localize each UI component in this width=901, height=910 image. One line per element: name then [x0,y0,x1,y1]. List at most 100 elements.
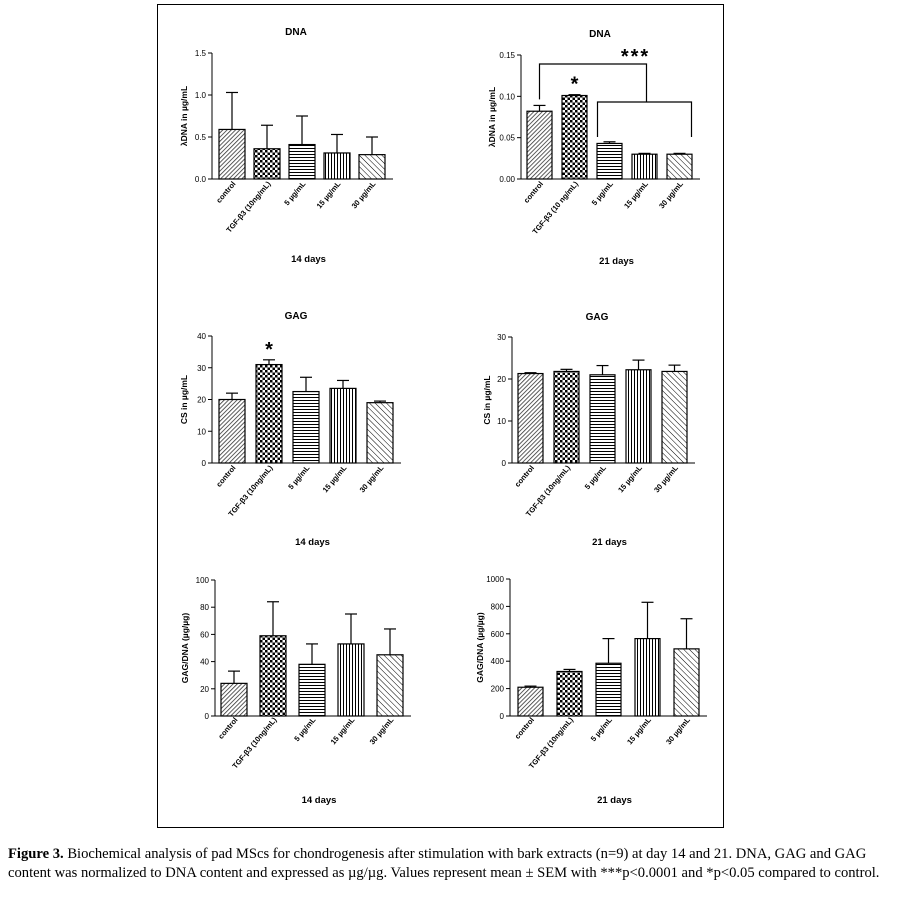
y-tick-label: 1.5 [195,49,207,58]
y-tick-label: 30 [497,333,506,342]
y-tick-label: 0.0 [195,175,207,184]
x-tick-label: 30 µg/mL [664,715,692,746]
x-tick-label: 5 µg/mL [589,715,614,743]
x-tick-label: 15 µg/mL [616,463,644,494]
y-tick-label: 80 [200,603,209,612]
y-tick-label: 20 [497,375,506,384]
x-tick-label: 15 µg/mL [321,463,349,494]
bar [553,370,580,464]
y-tick-label: 0.10 [499,92,515,101]
bar [366,402,394,464]
y-tick-label: 0 [500,712,505,721]
y-tick-label: 0.00 [499,175,515,184]
bar [253,148,281,180]
y-axis-label: GAG/DNA (µg/µg) [475,612,485,683]
y-axis-label: CS in µg/mL [482,375,492,424]
significance-star: * [265,339,273,361]
y-tick-label: 10 [497,417,506,426]
significance-bracket [538,63,648,102]
figure-caption: Figure 3. Biochemical analysis of pad MS… [8,845,893,882]
bar [259,635,287,717]
x-tick-label: 30 µg/mL [368,715,396,746]
significance-group-bracket [596,101,693,137]
y-tick-label: 1.0 [195,91,207,100]
x-tick-label: control [214,464,237,489]
significance-star: * [571,74,579,96]
y-tick-label: 10 [197,427,206,436]
bar [631,153,658,180]
bar [596,142,623,180]
y-tick-label: 200 [491,685,505,694]
caption-text: Biochemical analysis of pad MScs for cho… [8,846,880,881]
y-axis-label: λDNA in µg/mL [179,86,189,146]
chart-title: DNA [589,29,611,40]
x-axis-label: 14 days [302,795,337,806]
x-tick-label: 15 µg/mL [315,179,343,210]
bar [292,390,320,464]
y-tick-label: 0 [502,459,507,468]
bar [255,363,283,464]
y-axis-label: CS in µg/mL [179,375,189,424]
y-tick-label: 0.15 [499,51,515,60]
x-tick-label: 5 µg/mL [583,463,608,491]
y-axis-label: λDNA in µg/mL [487,87,497,147]
bar [288,143,316,180]
x-axis-label: 14 days [295,537,330,548]
x-tick-label: 30 µg/mL [657,179,685,210]
bar [329,387,357,464]
bar [556,670,583,717]
x-axis-label: 21 days [592,537,627,548]
y-tick-label: 0.05 [499,134,515,143]
bar [561,94,588,180]
x-tick-label: control [513,464,536,489]
x-tick-label: control [522,180,545,205]
bar [625,369,652,464]
bar [323,152,351,180]
bar [517,372,544,464]
y-tick-label: 100 [196,576,210,585]
y-tick-label: 30 [197,364,206,373]
bar [517,686,544,717]
chart-title: GAG [285,311,308,322]
y-tick-label: 40 [200,658,209,667]
bar [298,663,326,717]
x-tick-label: 5 µg/mL [292,715,317,743]
y-tick-label: 40 [197,332,206,341]
bar [589,374,616,464]
y-tick-label: 0 [202,459,207,468]
y-tick-label: 0 [205,712,210,721]
x-tick-label: control [216,716,239,741]
bar [218,398,246,464]
x-axis-label: 21 days [599,256,634,267]
bar [358,154,386,180]
x-tick-label: 15 µg/mL [329,715,357,746]
y-tick-label: 600 [491,630,505,639]
bar [661,370,688,464]
bar [376,654,404,717]
y-tick-label: 60 [200,630,209,639]
x-tick-label: 5 µg/mL [590,179,615,207]
x-tick-label: 15 µg/mL [622,179,650,210]
chart-title: DNA [285,27,307,38]
x-tick-label: control [214,180,237,205]
chart-title: GAG [586,312,609,323]
bar [220,682,248,717]
x-axis-label: 21 days [597,795,632,806]
caption-label: Figure 3. [8,846,64,862]
x-tick-label: control [513,716,536,741]
bar [666,153,693,180]
x-tick-label: 30 µg/mL [350,179,378,210]
x-tick-label: 15 µg/mL [625,715,653,746]
bar [595,662,622,717]
bar [634,637,661,717]
significance-label: *** [621,46,650,68]
y-tick-label: 400 [491,657,505,666]
x-tick-label: 5 µg/mL [282,179,307,207]
